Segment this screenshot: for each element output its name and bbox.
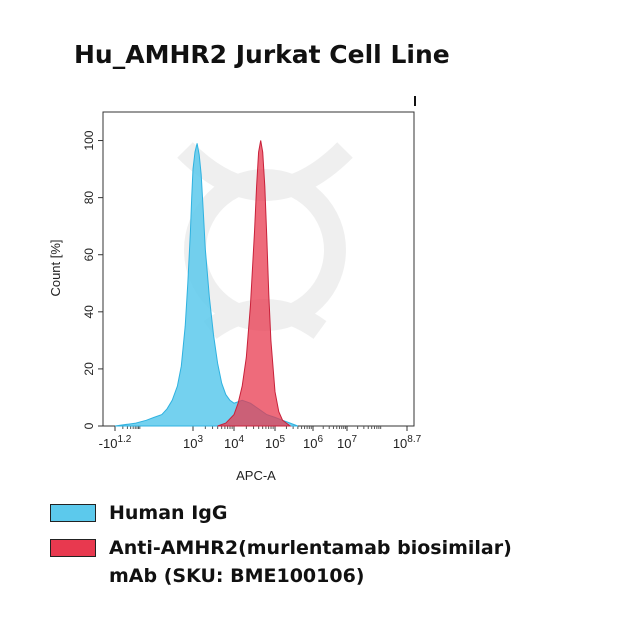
legend-swatch-human-igg xyxy=(50,504,96,522)
x-axis-label: APC-A xyxy=(236,468,276,483)
x-tick-label: 106 xyxy=(303,434,323,451)
legend-swatch-anti-amhr2 xyxy=(50,539,96,557)
series-area-anti-amhr2 xyxy=(217,140,292,427)
legend-label-anti-amhr2: Anti-AMHR2(murlentamab biosimilar) xyxy=(109,537,512,559)
corner-marker xyxy=(414,96,416,106)
x-tick-label: 105 xyxy=(265,434,285,451)
chart-title: Hu_AMHR2 Jurkat Cell Line xyxy=(74,40,450,69)
y-tick-label: 0 xyxy=(82,422,96,429)
y-tick-label: 80 xyxy=(82,191,96,205)
x-tick-label: -101.2 xyxy=(99,434,132,451)
y-tick-label: 100 xyxy=(82,130,96,150)
x-tick-label: 107 xyxy=(337,434,357,451)
x-tick-label: 103 xyxy=(183,434,203,451)
y-tick-label: 20 xyxy=(82,362,96,376)
y-axis-label: Count [%] xyxy=(48,239,63,296)
y-tick-label: 40 xyxy=(82,305,96,319)
x-tick-label: 104 xyxy=(224,434,244,451)
y-tick-label: 60 xyxy=(82,248,96,262)
x-tick-label: 108.7 xyxy=(393,434,422,451)
legend-label-anti-amhr2-line2: mAb (SKU: BME100106) xyxy=(109,565,365,587)
legend-label-human-igg: Human IgG xyxy=(109,502,228,524)
